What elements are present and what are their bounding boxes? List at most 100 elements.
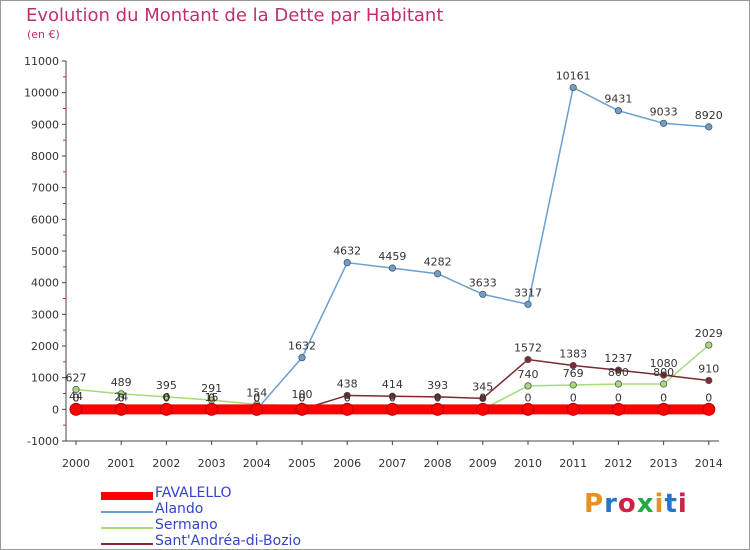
logo-letter: i (654, 489, 665, 519)
data-label: 4632 (333, 245, 361, 258)
chart-title: Evolution du Montant de la Dette par Hab… (26, 5, 444, 26)
data-label: 9431 (604, 93, 632, 106)
data-label: 0 (705, 391, 712, 404)
legend-swatch-favalello (101, 492, 153, 500)
data-point (659, 371, 668, 379)
data-point (659, 380, 668, 388)
x-tick-label: 2011 (559, 457, 587, 470)
data-label: 0 (570, 391, 577, 404)
y-tick-label: 3000 (31, 308, 59, 321)
x-tick-label: 2013 (650, 457, 678, 470)
y-tick-label: -1000 (27, 435, 59, 448)
data-point (433, 393, 442, 401)
data-point (611, 402, 625, 416)
data-label: 489 (111, 376, 132, 389)
data-label: 0 (299, 391, 306, 404)
data-label: 44 (69, 390, 83, 403)
data-point (524, 355, 532, 364)
data-point (385, 402, 399, 416)
logo-letter: o (617, 489, 637, 519)
data-point (614, 107, 623, 115)
legend-label-alando: Alando (155, 501, 204, 517)
logo-letter: P (584, 489, 605, 519)
y-tick-label: 11000 (24, 55, 59, 68)
data-point (705, 123, 713, 131)
data-label: 1572 (514, 342, 542, 355)
data-point (431, 402, 445, 416)
data-label: 6 (163, 391, 170, 404)
data-point (159, 402, 173, 416)
proxiti-logo: Proxiti (584, 489, 688, 519)
data-point (117, 390, 125, 398)
data-label: 15 (205, 391, 219, 404)
data-label: 4282 (424, 256, 452, 269)
x-tick-label: 2002 (152, 457, 180, 470)
logo-letter: x (636, 489, 655, 519)
data-point (705, 376, 713, 385)
y-tick-label: 1000 (31, 372, 59, 385)
data-point (340, 402, 354, 416)
logo-letter: t (664, 489, 678, 519)
data-point (702, 402, 716, 416)
data-label: 0 (253, 391, 260, 404)
y-tick-label: 8000 (31, 150, 59, 163)
data-label: 1632 (288, 340, 316, 353)
data-label: 0 (344, 391, 351, 404)
x-tick-label: 2014 (695, 457, 723, 470)
data-label: 8920 (695, 109, 723, 122)
x-tick-label: 2009 (469, 457, 497, 470)
data-label: 0 (299, 391, 306, 404)
data-label: 24 (114, 391, 128, 404)
data-point (343, 391, 351, 400)
data-label: 740 (518, 368, 539, 381)
x-tick-label: 2008 (424, 457, 452, 470)
logo-letter: i (677, 489, 688, 519)
data-label: 769 (563, 367, 584, 380)
x-tick-label: 2005 (288, 457, 316, 470)
data-point (69, 402, 83, 416)
data-point (614, 380, 623, 388)
data-point (343, 259, 351, 267)
data-label: 291 (201, 382, 222, 395)
data-point (614, 366, 623, 374)
y-tick-label: 9000 (31, 118, 59, 131)
legend-label-favalello: FAVALELLO (155, 485, 232, 501)
data-point (566, 402, 580, 416)
data-label: 414 (382, 378, 403, 391)
data-point (114, 402, 128, 416)
data-label: 0 (525, 391, 532, 404)
data-label: 154 (246, 386, 267, 399)
y-tick-label: 2000 (31, 340, 59, 353)
data-point (705, 341, 713, 349)
data-label: 0 (389, 391, 396, 404)
y-tick-label: 5000 (31, 245, 59, 258)
data-point (569, 361, 577, 370)
data-label: 0 (118, 391, 125, 404)
data-point (388, 264, 396, 272)
data-label: 0 (253, 391, 260, 404)
data-point (433, 270, 442, 278)
data-label: 0 (434, 391, 441, 404)
data-label: 3317 (514, 286, 542, 299)
data-label: 0 (660, 391, 667, 404)
legend-swatch-sant-andrea (101, 543, 153, 545)
data-label: 1383 (559, 348, 587, 361)
logo-letter: r (604, 489, 618, 519)
data-point (479, 394, 487, 403)
data-point (479, 290, 487, 298)
data-point (659, 119, 668, 127)
x-tick-label: 2012 (604, 457, 632, 470)
data-point (298, 354, 306, 362)
data-label: 0 (389, 391, 396, 404)
data-label: 1080 (650, 357, 678, 370)
y-tick-label: 10000 (24, 87, 59, 100)
x-tick-label: 2006 (333, 457, 361, 470)
legend-swatch-alando (101, 511, 153, 513)
y-tick-label: 7000 (31, 182, 59, 195)
data-label: 438 (337, 377, 358, 390)
data-label: 10161 (556, 70, 591, 83)
data-label: 0 (434, 391, 441, 404)
chart-subtitle: (en €) (27, 28, 60, 41)
data-label: 2029 (695, 327, 723, 340)
